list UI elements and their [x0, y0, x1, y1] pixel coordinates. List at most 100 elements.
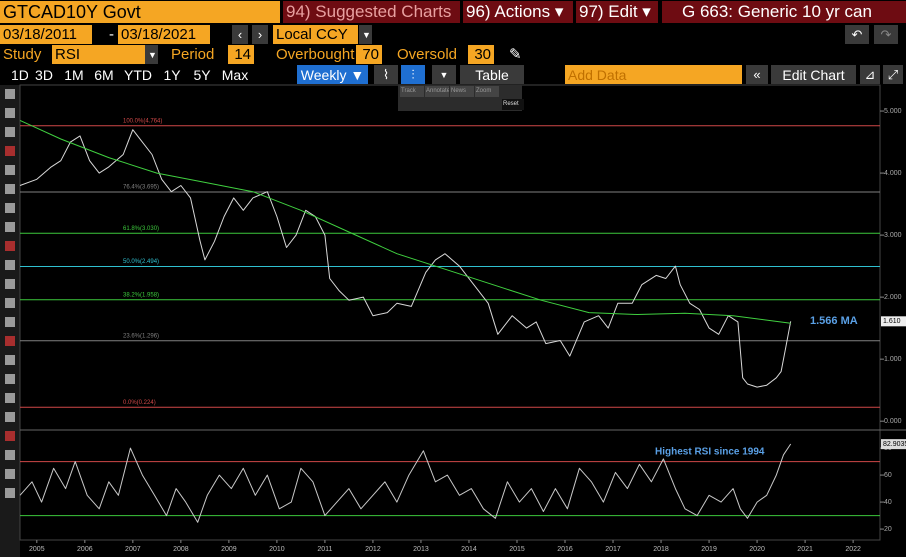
chart-dropdown[interactable]: ▼ [432, 65, 456, 84]
add-data-field[interactable]: Add Data [565, 65, 742, 84]
level-label: 100.0%(4.764) [123, 118, 162, 124]
x-tick-label: 2010 [269, 546, 285, 553]
x-tick-label: 2007 [125, 546, 141, 553]
range-button[interactable]: 5Y [188, 65, 216, 84]
range-button[interactable]: YTD [120, 65, 156, 84]
tool-icon[interactable] [5, 127, 15, 137]
x-tick-label: 2009 [221, 546, 237, 553]
prev-button[interactable]: ‹ [232, 25, 248, 44]
tool-icon[interactable] [5, 412, 15, 422]
series-line [19, 129, 792, 388]
range-button[interactable]: 1D [8, 65, 28, 84]
end-date[interactable]: 03/18/2021 [118, 25, 210, 44]
tool-icon[interactable] [5, 355, 15, 365]
study-field[interactable]: RSI [52, 45, 145, 64]
x-tick-label: 2014 [461, 546, 477, 553]
tool-icon[interactable] [5, 317, 15, 327]
tool-icon[interactable] [5, 279, 15, 289]
tool-icon[interactable] [5, 203, 15, 213]
tool-button[interactable]: Annotate [425, 86, 449, 97]
y-tick-label: 20 [884, 526, 892, 533]
series-line [19, 443, 792, 523]
tool-icon[interactable] [5, 184, 15, 194]
currency-field[interactable]: Local CCY [273, 25, 358, 44]
tool-icon[interactable] [5, 298, 15, 308]
next-button[interactable]: › [252, 25, 268, 44]
tool-icon[interactable] [5, 241, 15, 251]
level-label: 0.0%(0.224) [123, 400, 156, 406]
tool-icon[interactable] [5, 146, 15, 156]
x-tick-label: 2019 [701, 546, 717, 553]
level-label: 76.4%(3.695) [123, 185, 159, 191]
x-tick-label: 2018 [653, 546, 669, 553]
level-label: 61.8%(3.030) [123, 226, 159, 232]
last-value-label: 1.610 [883, 318, 901, 325]
series-line [19, 119, 791, 324]
x-tick-label: 2015 [509, 546, 525, 553]
tool-icon[interactable] [5, 431, 15, 441]
tool-icon[interactable] [5, 469, 15, 479]
y-tick-label: 4.000 [884, 170, 902, 177]
tool-icon[interactable] [5, 260, 15, 270]
y-tick-label: 0.000 [884, 418, 902, 425]
tool-icon[interactable] [5, 89, 15, 99]
last-value-label: 82.9035 [883, 441, 906, 448]
tool-icon[interactable] [5, 336, 15, 346]
currency-dropdown[interactable]: ▼ [359, 25, 372, 44]
tool-sidebar [0, 85, 20, 557]
settings-icon[interactable]: ⊿ [860, 65, 880, 84]
tool-icon[interactable] [5, 108, 15, 118]
level-label: 50.0%(2.494) [123, 259, 159, 265]
actions-button[interactable]: 96) Actions ▾ [463, 1, 573, 23]
period-field[interactable]: 14 [228, 45, 254, 64]
bar-icon[interactable]: ⫶ [401, 65, 425, 84]
table-button[interactable]: Table [460, 65, 524, 84]
x-tick-label: 2022 [845, 546, 861, 553]
x-tick-label: 2017 [605, 546, 621, 553]
collapse-button[interactable]: « [746, 65, 768, 84]
y-tick-label: 3.000 [884, 232, 902, 239]
x-tick-label: 2012 [365, 546, 381, 553]
last-value-box [881, 316, 906, 327]
pencil-icon[interactable]: ✎ [509, 46, 522, 63]
edit-chart-button[interactable]: Edit Chart [771, 65, 856, 84]
range-button[interactable]: 1Y [158, 65, 186, 84]
level-label: 38.2%(1.958) [123, 292, 159, 298]
y-tick-label: 80 [884, 445, 892, 452]
annotation: 1.566 MA [810, 315, 858, 327]
tool-button[interactable]: Track [400, 86, 424, 97]
oversold-field[interactable]: 30 [468, 45, 494, 64]
redo-button[interactable]: ↷ [874, 25, 898, 44]
undo-button[interactable]: ↶ [845, 25, 869, 44]
annotation: Highest RSI since 1994 [655, 447, 765, 458]
edit-button[interactable]: 97) Edit ▾ [576, 1, 658, 23]
ticker-field[interactable]: GTCAD10Y Govt [0, 1, 280, 23]
range-button[interactable]: 6M [90, 65, 118, 84]
tool-icon[interactable] [5, 374, 15, 384]
tool-icon[interactable] [5, 488, 15, 498]
line-icon[interactable]: ⌇ [374, 65, 398, 84]
date-separator: - [109, 26, 114, 43]
tool-icon[interactable] [5, 450, 15, 460]
x-tick-label: 2020 [749, 546, 765, 553]
tool-icon[interactable] [5, 393, 15, 403]
expand-icon[interactable]: ⤢ [883, 65, 903, 84]
tool-icon[interactable] [5, 165, 15, 175]
x-tick-label: 2013 [413, 546, 429, 553]
range-button[interactable]: 3D [30, 65, 58, 84]
y-tick-label: 2.000 [884, 294, 902, 301]
tool-button[interactable]: News [450, 86, 474, 97]
frequency-button[interactable]: Weekly ▼ [297, 65, 368, 84]
overbought-field[interactable]: 70 [356, 45, 382, 64]
tool-button[interactable]: Reset [502, 99, 524, 110]
x-tick-label: 2011 [317, 546, 332, 553]
study-dropdown[interactable]: ▼ [145, 45, 158, 64]
suggested-button[interactable]: 94) Suggested Charts [283, 1, 460, 23]
range-button[interactable]: 1M [60, 65, 88, 84]
y-tick-label: 1.000 [884, 356, 902, 363]
tool-icon[interactable] [5, 222, 15, 232]
range-button[interactable]: Max [218, 65, 252, 84]
tool-button[interactable]: Zoom [475, 86, 499, 97]
y-tick-label: 60 [884, 472, 892, 479]
start-date[interactable]: 03/18/2011 [0, 25, 92, 44]
